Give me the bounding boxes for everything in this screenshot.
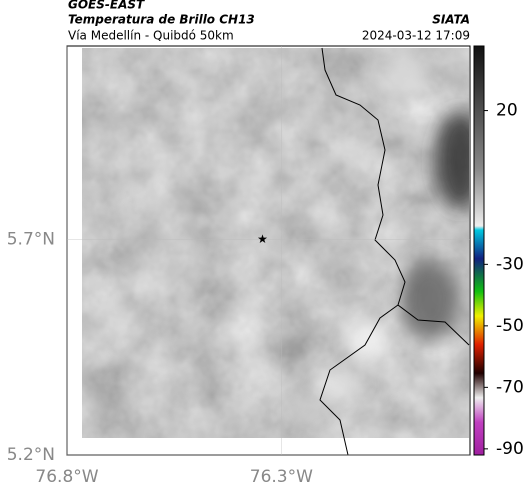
source: SIATA: [432, 13, 470, 27]
location-marker: ★: [257, 232, 268, 246]
colorbar: [473, 45, 485, 456]
subtitle: Temperatura de Brillo CH13: [68, 13, 255, 27]
title: GOES-EAST: [68, 0, 145, 12]
colorbar-tick-label: -70: [496, 377, 524, 397]
y-tick-label: 5.7°N: [7, 230, 55, 250]
colorbar-tick-label: -90: [496, 439, 524, 459]
colorbar-tick-label: -30: [496, 254, 524, 274]
satellite-image: [82, 48, 469, 438]
colorbar-tick-label: 20: [496, 101, 518, 121]
colorbar-tick-label: -50: [496, 316, 524, 336]
boundary: [319, 47, 470, 456]
timestamp: 2024-03-12 17:09: [362, 29, 470, 43]
y-tick-label: 5.2°N: [7, 445, 55, 465]
x-tick-label: 76.3°W: [250, 467, 313, 487]
x-tick-label: 76.8°W: [35, 467, 98, 487]
region: Vía Medellín - Quibdó 50km: [68, 29, 234, 43]
